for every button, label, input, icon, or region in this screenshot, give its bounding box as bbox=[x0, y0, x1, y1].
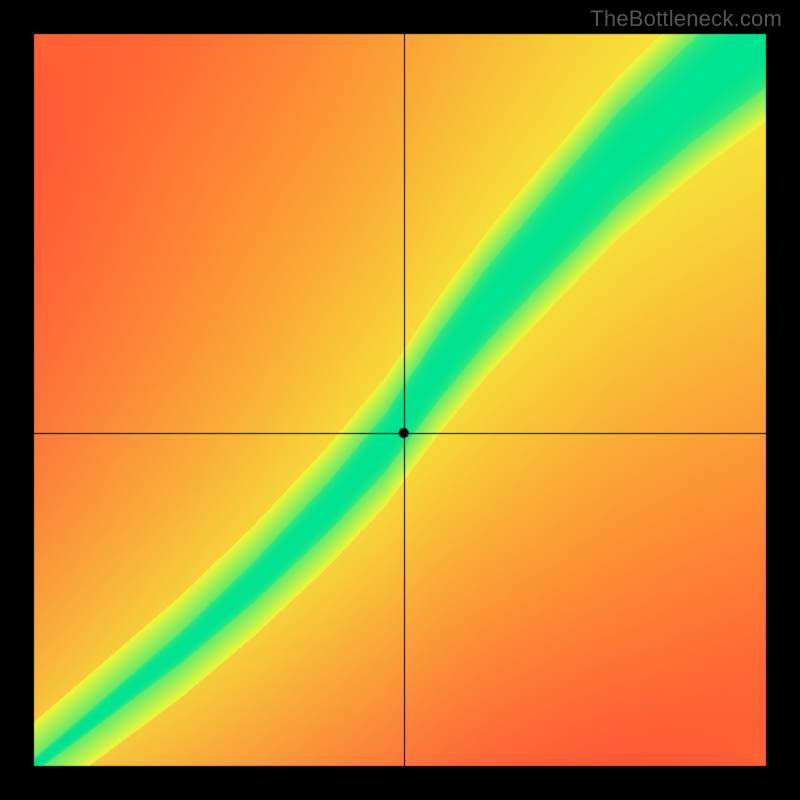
watermark-text: TheBottleneck.com bbox=[590, 6, 782, 32]
bottleneck-heatmap bbox=[0, 0, 800, 800]
